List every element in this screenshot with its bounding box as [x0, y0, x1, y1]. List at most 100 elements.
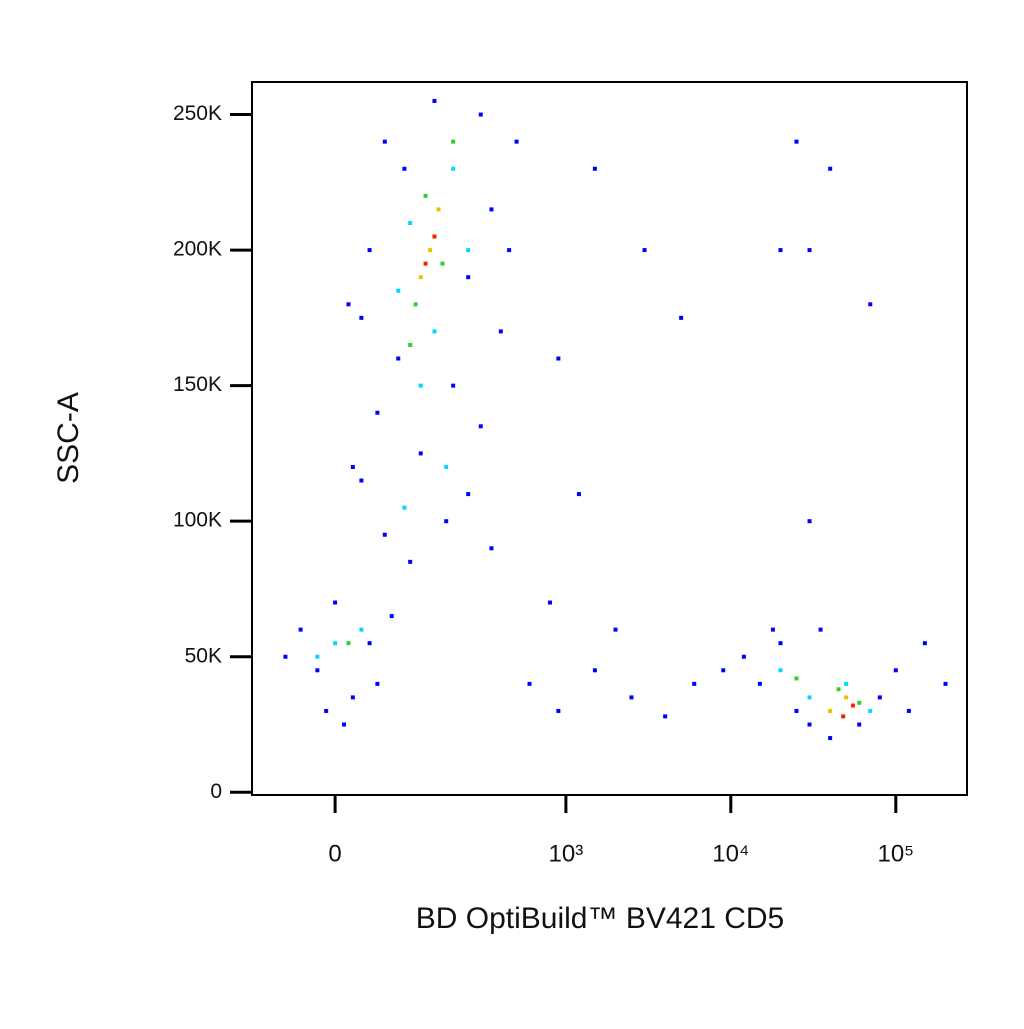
- point: [466, 248, 471, 253]
- y-tick-label: 150K: [173, 373, 222, 396]
- point: [466, 275, 471, 280]
- point: [868, 302, 873, 307]
- point: [423, 261, 428, 266]
- point: [315, 654, 320, 659]
- point: [877, 695, 882, 700]
- point: [324, 708, 329, 713]
- point: [402, 166, 407, 171]
- point: [721, 668, 726, 673]
- point: [527, 681, 532, 686]
- point: [922, 641, 927, 646]
- point: [283, 654, 288, 659]
- x-tick-label: 10⁴: [712, 840, 749, 867]
- point: [375, 410, 380, 415]
- point: [451, 139, 456, 144]
- y-tick-label: 50K: [185, 644, 222, 667]
- point: [794, 676, 799, 681]
- point: [841, 714, 846, 719]
- point: [367, 641, 372, 646]
- point: [418, 451, 423, 456]
- x-tick-label: 10³: [549, 840, 584, 867]
- point: [333, 641, 338, 646]
- point: [367, 248, 372, 253]
- point: [642, 248, 647, 253]
- point: [807, 695, 812, 700]
- point: [408, 342, 413, 347]
- point: [436, 207, 441, 212]
- point: [389, 614, 394, 619]
- point: [432, 234, 437, 239]
- point: [478, 112, 483, 117]
- point: [418, 275, 423, 280]
- point: [359, 478, 364, 483]
- point: [857, 722, 862, 727]
- point: [547, 600, 552, 605]
- point: [489, 546, 494, 551]
- y-tick-label: 100K: [173, 509, 222, 532]
- point: [818, 627, 823, 632]
- point: [408, 559, 413, 564]
- point: [663, 714, 668, 719]
- point: [757, 681, 762, 686]
- point: [741, 654, 746, 659]
- x-tick-label: 10⁵: [877, 840, 914, 867]
- point: [451, 166, 456, 171]
- point: [576, 492, 581, 497]
- point: [342, 722, 347, 727]
- point: [382, 532, 387, 537]
- point: [868, 708, 873, 713]
- y-tick-label: 0: [210, 780, 222, 803]
- point: [408, 220, 413, 225]
- point: [514, 139, 519, 144]
- point: [828, 166, 833, 171]
- point: [396, 288, 401, 293]
- point: [507, 248, 512, 253]
- point: [629, 695, 634, 700]
- point: [359, 315, 364, 320]
- x-axis-label: BD OptiBuild™ BV421 CD5: [416, 902, 785, 935]
- point: [359, 627, 364, 632]
- point: [432, 329, 437, 334]
- point: [778, 641, 783, 646]
- plot-frame: [251, 81, 968, 796]
- point: [315, 668, 320, 673]
- point: [396, 356, 401, 361]
- point: [592, 166, 597, 171]
- point: [466, 492, 471, 497]
- point: [423, 193, 428, 198]
- point: [857, 700, 862, 705]
- point: [778, 248, 783, 253]
- point: [836, 687, 841, 692]
- point: [556, 708, 561, 713]
- point: [346, 302, 351, 307]
- point: [440, 261, 445, 266]
- point: [444, 464, 449, 469]
- point: [498, 329, 503, 334]
- y-tick-label: 200K: [173, 238, 222, 261]
- point: [350, 464, 355, 469]
- point: [382, 139, 387, 144]
- point: [346, 641, 351, 646]
- x-tick-label: 0: [328, 840, 341, 867]
- point: [844, 695, 849, 700]
- point: [333, 600, 338, 605]
- point: [350, 695, 355, 700]
- point: [692, 681, 697, 686]
- point: [906, 708, 911, 713]
- point: [770, 627, 775, 632]
- point: [828, 708, 833, 713]
- point: [444, 519, 449, 524]
- point: [451, 383, 456, 388]
- point: [807, 248, 812, 253]
- point: [413, 302, 418, 307]
- point: [613, 627, 618, 632]
- point: [943, 681, 948, 686]
- point: [489, 207, 494, 212]
- point: [428, 248, 433, 253]
- point: [807, 722, 812, 727]
- point: [844, 681, 849, 686]
- point: [893, 668, 898, 673]
- point: [478, 424, 483, 429]
- point: [418, 383, 423, 388]
